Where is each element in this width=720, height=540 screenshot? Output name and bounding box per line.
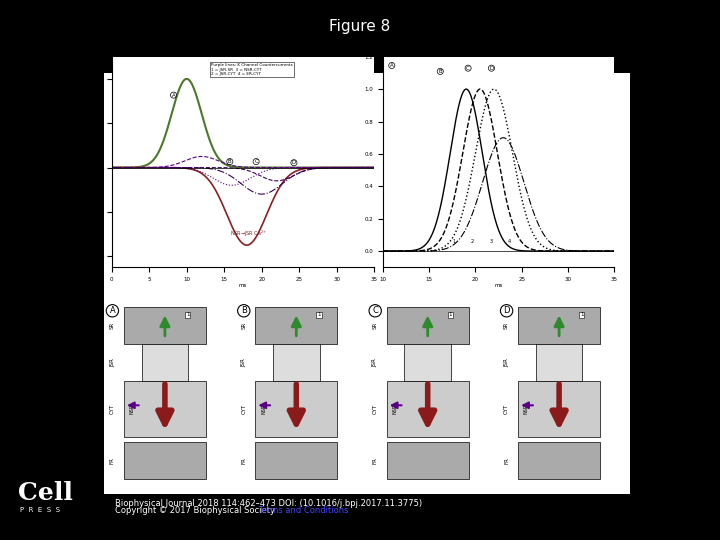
Text: JSR: JSR [241, 358, 246, 367]
Y-axis label: pA: pA [87, 158, 92, 166]
Bar [518, 442, 600, 480]
Bar [387, 307, 469, 344]
X-axis label: ms: ms [239, 284, 247, 288]
Bar [536, 344, 582, 381]
Text: NSR: NSR [130, 404, 135, 414]
Text: CYT: CYT [110, 404, 115, 414]
Bar [387, 442, 469, 480]
Text: CYT: CYT [373, 404, 378, 414]
Title: Normalized K$^+$ channel
countercurrents: Normalized K$^+$ channel countercurrents [461, 40, 536, 55]
Text: D: D [490, 66, 494, 71]
Text: CYT: CYT [241, 404, 246, 414]
Bar [124, 307, 206, 344]
Text: FR: FR [373, 457, 378, 464]
Text: 1: 1 [449, 312, 452, 318]
Bar [256, 442, 337, 480]
Text: JSR: JSR [504, 358, 509, 367]
Bar [104, 73, 630, 494]
Text: FR: FR [241, 457, 246, 464]
Bar [405, 344, 451, 381]
Text: D: D [503, 306, 510, 315]
Text: SR: SR [504, 322, 509, 329]
Text: 4: 4 [508, 239, 511, 244]
Text: A: A [109, 306, 115, 315]
Text: JSR: JSR [373, 358, 378, 367]
Text: 2: 2 [471, 239, 474, 244]
Text: P  R  E  S  S: P R E S S [20, 507, 60, 513]
Text: 1: 1 [318, 312, 321, 318]
Text: NSR→JSR Ca$^{2+}$: NSR→JSR Ca$^{2+}$ [230, 228, 267, 239]
X-axis label: ms: ms [495, 284, 503, 288]
Text: SR: SR [110, 322, 115, 329]
Bar [518, 307, 600, 344]
Text: Copyright © 2017 Biophysical Society: Copyright © 2017 Biophysical Society [115, 506, 281, 515]
Text: C: C [467, 66, 470, 71]
Text: NSR: NSR [261, 404, 266, 414]
Text: FR: FR [110, 457, 115, 464]
Text: NSR: NSR [392, 404, 397, 414]
Text: A: A [171, 92, 176, 98]
Text: D: D [292, 160, 296, 165]
Text: C: C [372, 306, 378, 315]
Text: Cell: Cell [18, 481, 73, 505]
Bar [124, 442, 206, 480]
Text: FR: FR [504, 457, 509, 464]
Bar [124, 381, 206, 437]
Bar [518, 381, 600, 437]
Text: Biophysical Journal 2018 114:462–473 DOI: (10.1016/j.bpj.2017.11.3775): Biophysical Journal 2018 114:462–473 DOI… [115, 498, 423, 508]
Text: Figure 8: Figure 8 [329, 19, 391, 34]
Text: 3: 3 [490, 239, 492, 244]
Text: B: B [438, 69, 442, 74]
Bar [273, 344, 320, 381]
Bar [256, 381, 337, 437]
Text: 1: 1 [580, 312, 584, 318]
Title: Ca$^{2+}$ release and network countercurrents: Ca$^{2+}$ release and network countercur… [175, 47, 311, 56]
Text: B: B [241, 306, 247, 315]
Text: B: B [228, 159, 232, 164]
Bar [387, 381, 469, 437]
Text: C: C [254, 159, 258, 164]
Text: JSR: JSR [110, 358, 115, 367]
Text: A: A [390, 63, 394, 68]
Text: 1: 1 [186, 312, 189, 318]
Text: SR: SR [373, 322, 378, 329]
Text: 1: 1 [452, 239, 456, 244]
Text: SR: SR [241, 322, 246, 329]
Text: Terms and Conditions: Terms and Conditions [258, 506, 348, 515]
Text: Purple lines: K Channel Countercurrents
1 = JSR-SR  3 = NSR-CYT
2 = JSR-CYT  4 =: Purple lines: K Channel Countercurrents … [212, 63, 293, 76]
Text: CYT: CYT [504, 404, 509, 414]
Bar [142, 344, 188, 381]
Bar [256, 307, 337, 344]
Text: NSR: NSR [524, 404, 529, 414]
